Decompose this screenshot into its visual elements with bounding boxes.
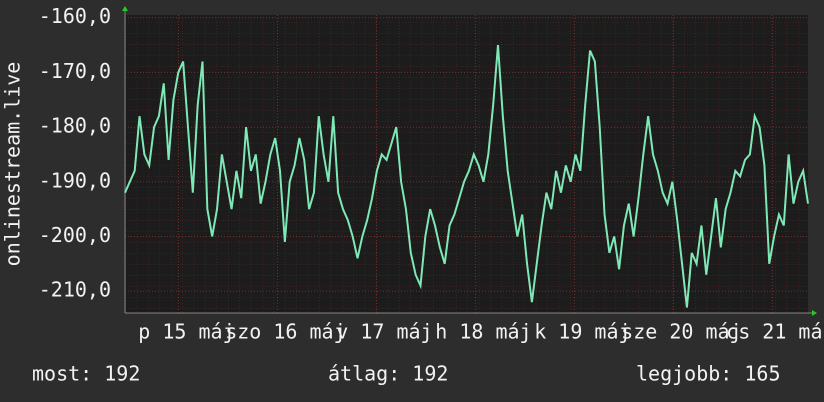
axis-arrow (122, 6, 128, 11)
x-tick-label: p 15 máj (138, 320, 234, 344)
x-tick-label: sze 20 máj (621, 320, 741, 344)
x-tick-label: h 18 máj (435, 320, 531, 344)
y-tick-label: -160,0 (39, 4, 111, 28)
stat: átlag: 192 (328, 362, 448, 386)
y-tick-label: -210,0 (39, 278, 111, 302)
stat: most: 192 (32, 362, 140, 386)
line-series (124, 44, 809, 308)
y-tick-label: -190,0 (39, 168, 111, 192)
x-tick-label: k 19 máj (534, 320, 630, 344)
stat: legjobb: 165 (636, 362, 781, 386)
x-tick-label: v 17 máj (336, 320, 432, 344)
y-tick-label: -180,0 (39, 114, 111, 138)
y-tick-label: -200,0 (39, 223, 111, 247)
y-axis-label: onlinestream.live (1, 62, 25, 267)
y-tick-label: -170,0 (39, 59, 111, 83)
x-tick-label: szo 16 máj (225, 320, 345, 344)
x-tick-label: cs 21 máj (726, 320, 824, 344)
axis-arrow (812, 310, 817, 316)
minor-grid (125, 15, 808, 313)
